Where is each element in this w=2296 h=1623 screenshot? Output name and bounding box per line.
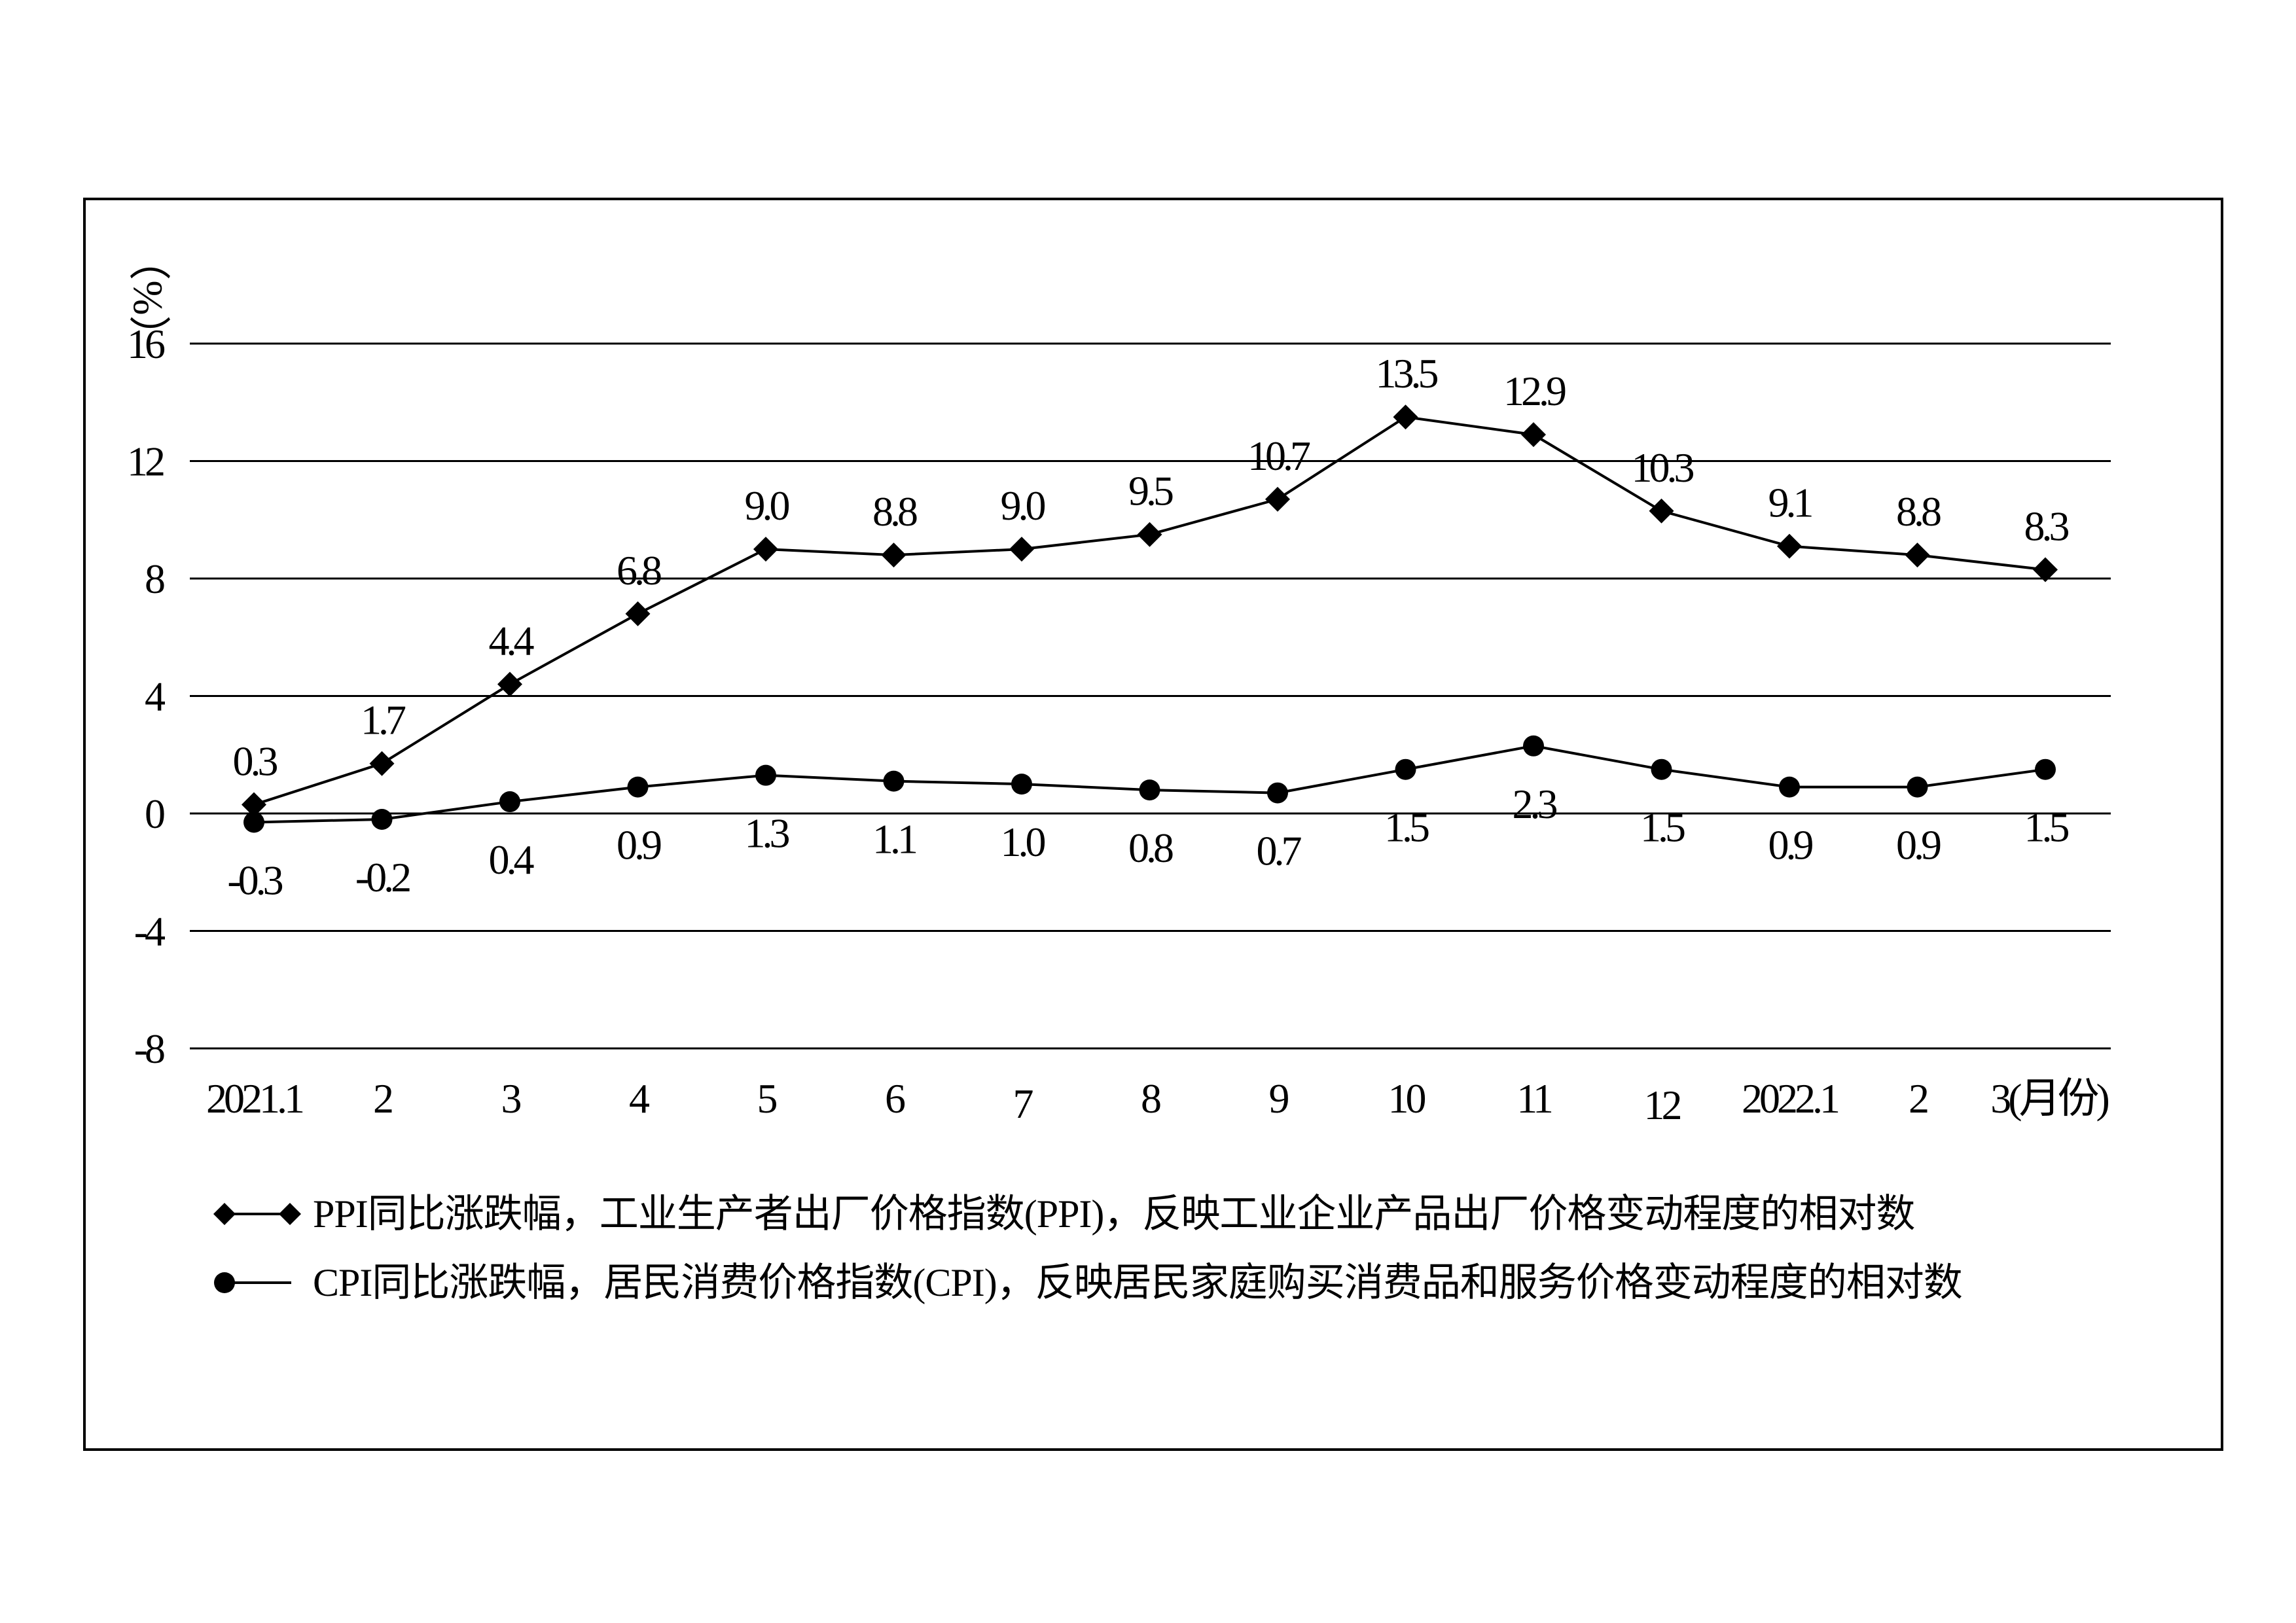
cpi-data-label: 0.9	[617, 822, 661, 868]
x-tick-label: 4	[629, 1075, 649, 1122]
cpi-data-label: 1.5	[1384, 804, 1429, 851]
data-point-circle	[1139, 779, 1160, 801]
ppi-data-label: 12.9	[1503, 368, 1566, 414]
data-point-circle	[1651, 758, 1672, 780]
y-axis-ticks: 16 12 8 4 0 -4 -8	[127, 321, 168, 1072]
data-point-circle	[243, 812, 264, 833]
data-point-circle	[627, 776, 649, 798]
ppi-data-label: 13.5	[1376, 350, 1438, 397]
legend-label: PPI同比涨跌幅，工业生产者出厂价格指数(PPI)，反映工业企业产品出厂价格变动…	[313, 1192, 1914, 1236]
data-point-diamond	[1649, 498, 1674, 524]
ppi-data-label: 9.1	[1768, 480, 1812, 526]
x-tick-label: 9	[1269, 1075, 1289, 1122]
data-point-diamond	[1009, 537, 1034, 562]
legend-circle-marker	[214, 1272, 235, 1293]
x-tick-label: 3(月份)	[1990, 1075, 2108, 1122]
ppi-data-label: 8.8	[872, 488, 917, 535]
data-point-diamond	[1905, 543, 1930, 568]
cpi-data-label: 0.8	[1128, 825, 1173, 871]
cpi-data-label: 0.7	[1257, 828, 1302, 874]
data-point-circle	[1779, 776, 1800, 798]
x-tick-label: 7	[1013, 1080, 1033, 1127]
cpi-data-label: 0.9	[1768, 822, 1813, 868]
ppi-data-label: 10.3	[1632, 444, 1694, 491]
y-axis-title: （%）	[125, 238, 171, 357]
data-labels: 0.3 1.7 4.4 6.8 9.0 8.8 9.0 9.5 10.7 13.5 12.9 10.3…	[227, 350, 2072, 903]
ppi-data-label: 0.3	[233, 738, 278, 785]
cpi-data-label: 1.1	[872, 816, 916, 863]
y-tick-label: 16	[127, 321, 165, 367]
y-tick-label: 0	[145, 791, 164, 837]
y-tick-label: 12	[127, 438, 164, 485]
grid-lines	[190, 342, 2111, 1050]
data-point-circle	[1395, 758, 1416, 780]
ppi-data-label: 9.0	[745, 482, 789, 529]
cpi-data-label: -0.3	[227, 857, 282, 903]
data-point-diamond	[1137, 522, 1162, 547]
series-group	[242, 404, 2058, 833]
cpi-data-label: 0.4	[489, 836, 534, 883]
ppi-data-label: 10.7	[1247, 433, 1310, 479]
data-point-diamond	[881, 543, 906, 568]
cpi-data-label: 1.5	[2024, 804, 2069, 851]
x-tick-label: 2	[373, 1075, 392, 1122]
data-point-circle	[883, 770, 905, 792]
legend: PPI同比涨跌幅，工业生产者出厂价格指数(PPI)，反映工业企业产品出厂价格变动…	[213, 1192, 1963, 1304]
x-tick-label: 2	[1909, 1075, 1928, 1122]
x-tick-label: 2021.1	[206, 1075, 303, 1122]
y-tick-label: 8	[145, 556, 164, 602]
data-point-diamond	[369, 751, 395, 776]
data-point-diamond	[1521, 422, 1546, 448]
ppi-data-label: 1.7	[361, 697, 406, 743]
data-point-diamond	[753, 537, 778, 562]
legend-label: CPI同比涨跌幅，居民消费价格指数(CPI)，反映居民家庭购买消费品和服务价格变…	[313, 1261, 1962, 1304]
data-point-circle	[1523, 735, 1544, 757]
ppi-data-label: 8.8	[1896, 488, 1941, 535]
x-tick-label: 11	[1516, 1075, 1552, 1122]
chart-frame	[83, 198, 2223, 1451]
x-tick-label: 3	[501, 1075, 521, 1122]
x-tick-label: 8	[1141, 1075, 1160, 1122]
y-tick-label: -4	[134, 908, 165, 955]
data-point-diamond	[1393, 404, 1418, 430]
x-tick-label: 6	[885, 1075, 905, 1122]
data-point-diamond	[2033, 557, 2058, 582]
y-tick-label: 4	[145, 673, 165, 720]
legend-diamond-marker	[279, 1203, 301, 1225]
ppi-data-label: 6.8	[617, 547, 661, 594]
y-tick-label: -8	[134, 1026, 164, 1072]
data-point-diamond	[625, 601, 651, 626]
ppi-data-label: 9.0	[1001, 482, 1045, 529]
x-tick-label: 2022.1	[1742, 1075, 1839, 1122]
ppi-data-label: 8.3	[2024, 503, 2069, 550]
data-point-diamond	[497, 671, 522, 697]
data-point-circle	[499, 791, 520, 813]
cpi-data-label: 2.3	[1513, 781, 1557, 827]
x-tick-label: 5	[757, 1075, 777, 1122]
data-point-diamond	[1265, 486, 1290, 512]
legend-diamond-marker	[213, 1203, 236, 1225]
cpi-data-label: 1.5	[1640, 804, 1685, 851]
ppi-data-label: 4.4	[489, 618, 534, 664]
data-point-diamond	[242, 792, 266, 817]
data-point-circle	[755, 764, 776, 786]
data-point-diamond	[1777, 533, 1802, 559]
data-point-circle	[2035, 758, 2056, 780]
ppi-data-label: 9.5	[1128, 468, 1173, 514]
data-point-circle	[371, 808, 393, 830]
cpi-data-label: -0.2	[355, 854, 410, 901]
data-point-circle	[1907, 776, 1928, 798]
cpi-data-label: 1.0	[1001, 819, 1045, 865]
cpi-data-label: 0.9	[1896, 822, 1941, 868]
cpi-data-label: 1.3	[745, 810, 789, 857]
x-axis-ticks: 2021.1 2 3 4 5 6 7 8 9 10 11 12 2022.1 2 3(月份)	[206, 1075, 2111, 1128]
x-tick-label: 12	[1644, 1082, 1681, 1128]
data-point-circle	[1267, 782, 1288, 804]
data-point-circle	[1011, 774, 1032, 795]
x-tick-label: 10	[1388, 1075, 1426, 1122]
